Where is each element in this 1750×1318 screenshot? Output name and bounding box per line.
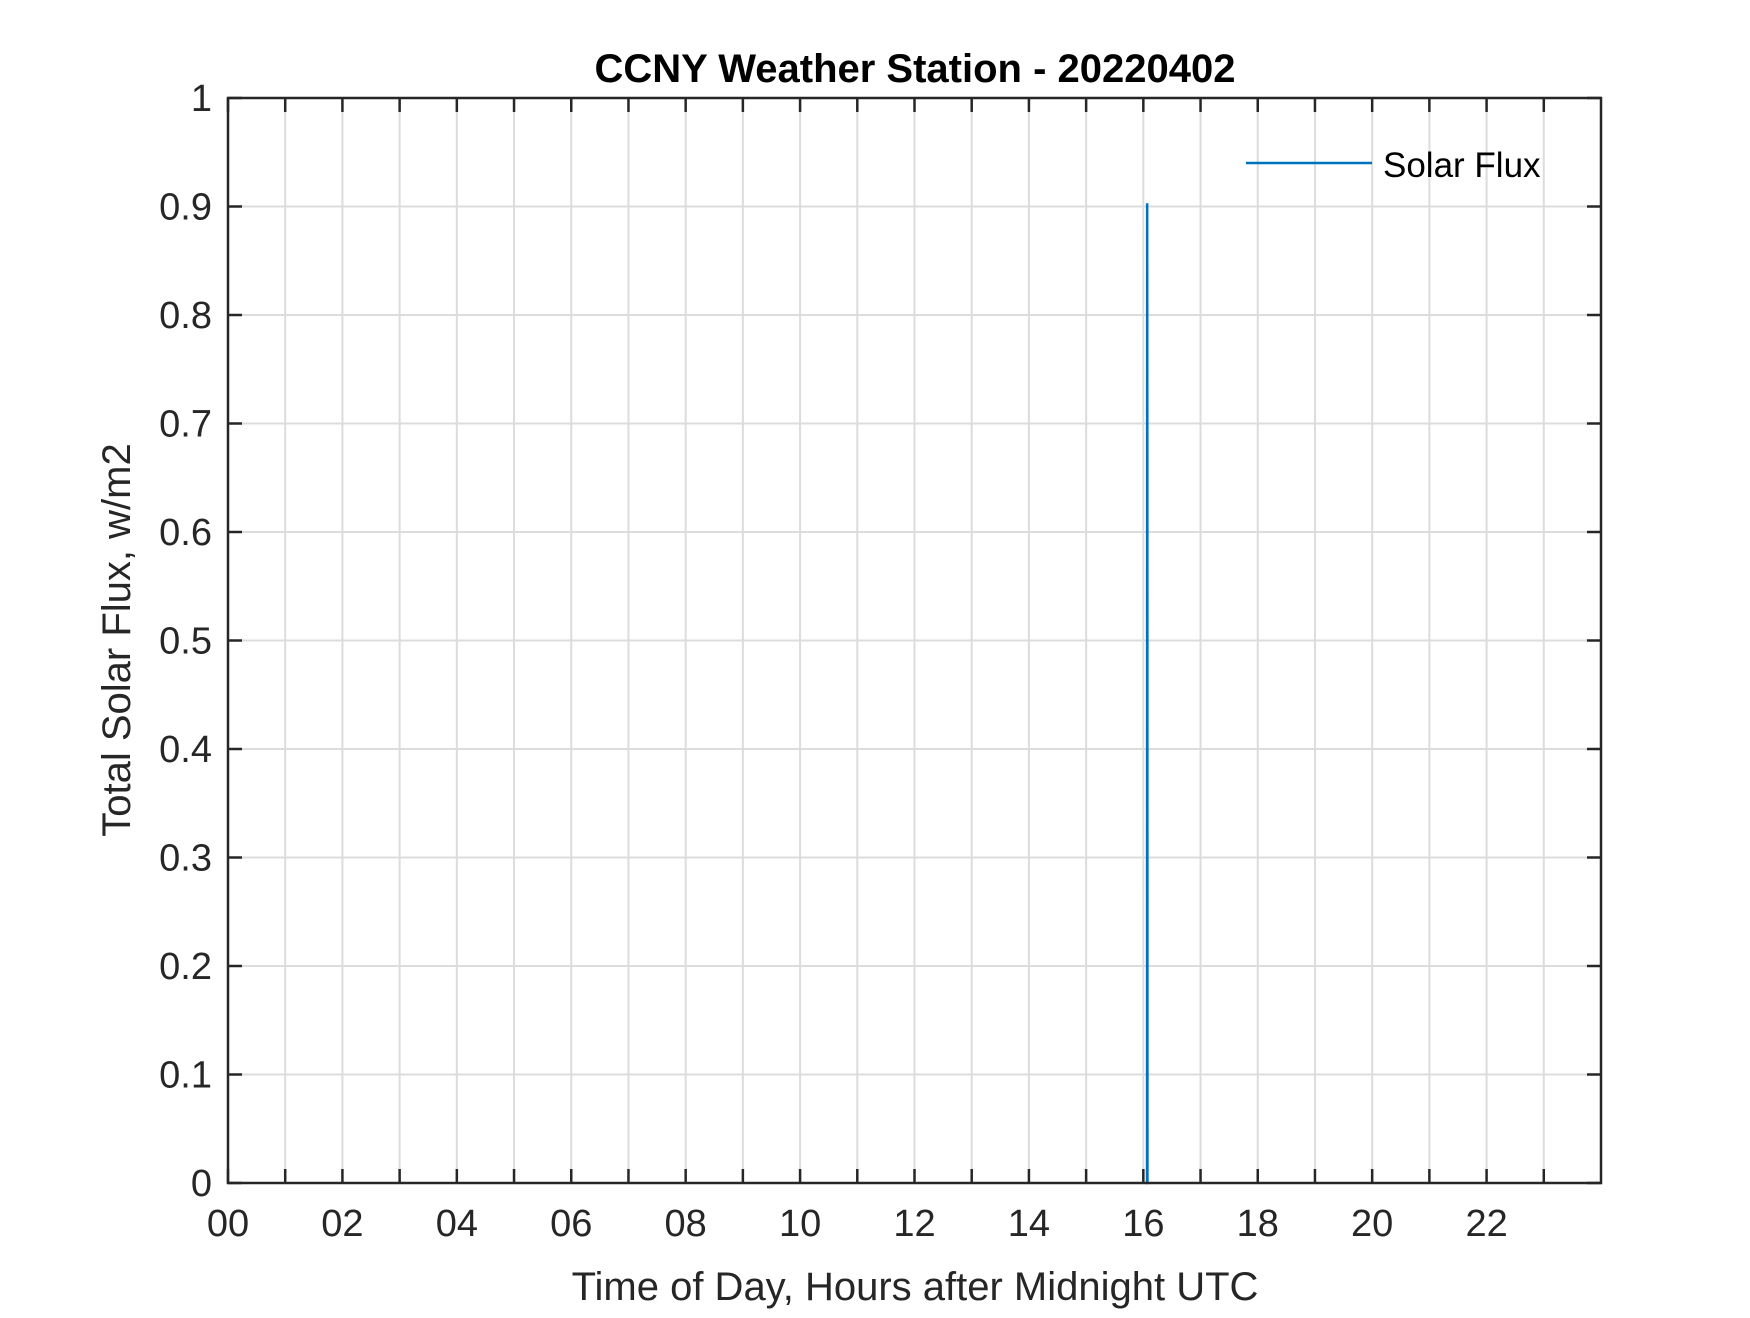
chart-title: CCNY Weather Station - 20220402 <box>595 47 1236 91</box>
x-tick-label: 16 <box>1122 1203 1164 1245</box>
y-tick-label: 0.2 <box>159 946 212 988</box>
y-tick-label: 0.1 <box>159 1055 212 1097</box>
x-tick-label: 04 <box>436 1203 478 1245</box>
y-tick-label: 0.5 <box>159 621 212 663</box>
y-tick-label: 1 <box>191 78 212 120</box>
y-tick-label: 0.9 <box>159 187 212 229</box>
y-axis-label: Total Solar Flux, w/m2 <box>95 443 139 836</box>
legend: Solar Flux <box>1246 146 1541 185</box>
plot-frame <box>226 96 1603 1185</box>
x-tick-label: 12 <box>893 1203 935 1245</box>
legend-label: Solar Flux <box>1383 146 1541 185</box>
y-tick-label: 0.3 <box>159 838 212 880</box>
x-tick-label: 14 <box>1008 1203 1050 1245</box>
y-tick-label: 0.7 <box>159 404 212 446</box>
x-axis-label: Time of Day, Hours after Midnight UTC <box>572 1265 1259 1309</box>
x-tick-label: 22 <box>1465 1203 1507 1245</box>
series-line-solar-flux <box>1145 203 1149 1185</box>
x-tick-label: 18 <box>1237 1203 1279 1245</box>
y-tick-label: 0.8 <box>159 295 212 337</box>
x-tick-label: 06 <box>550 1203 592 1245</box>
x-tick-label: 00 <box>207 1203 249 1245</box>
y-tick-label: 0.4 <box>159 729 212 771</box>
y-tick-label: 0.6 <box>159 512 212 554</box>
x-tick-label: 10 <box>779 1203 821 1245</box>
x-tick-label: 20 <box>1351 1203 1393 1245</box>
y-tick-label: 0 <box>191 1163 212 1205</box>
x-tick-label: 08 <box>665 1203 707 1245</box>
x-tick-label: 02 <box>321 1203 363 1245</box>
